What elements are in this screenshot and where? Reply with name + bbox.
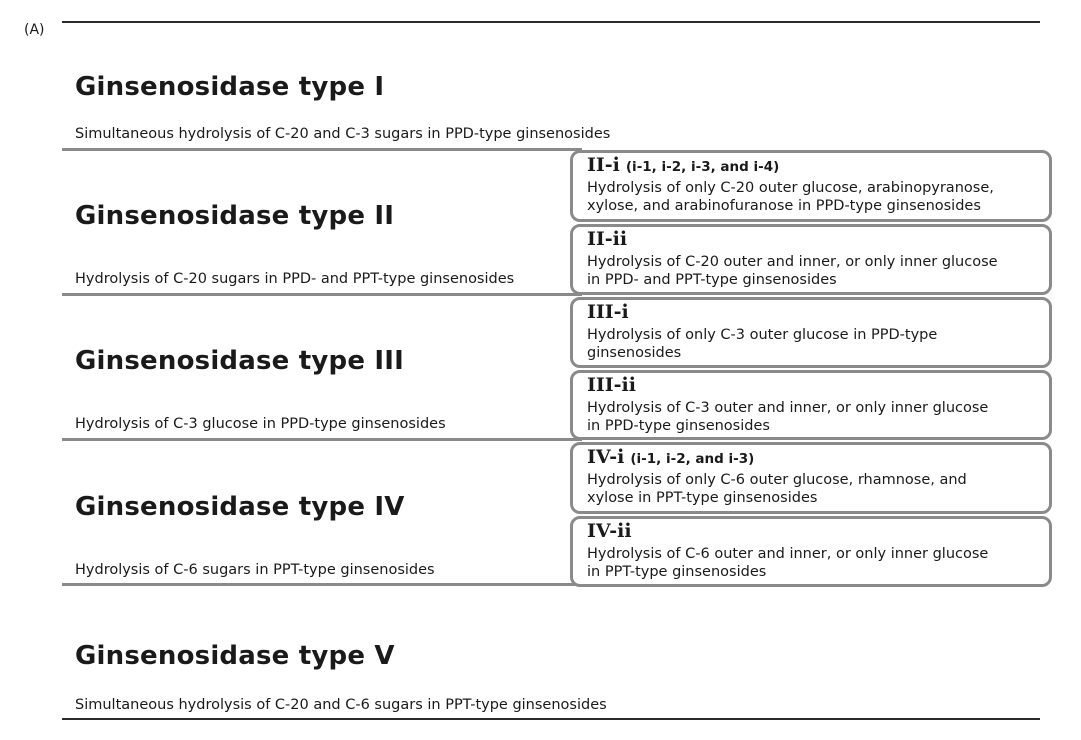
panel-label: (A) [24,22,45,38]
divider-type-ii [62,293,582,296]
subtype-code: II-i [587,154,620,176]
subtype-description: Hydrolysis of only C-20 outer glucose, a… [587,180,994,214]
subtype-box-ii-ii: II-ii Hydrolysis of C-20 outer and inner… [570,224,1052,295]
subtype-box-iii-ii: III-ii Hydrolysis of C-3 outer and inner… [570,370,1052,440]
divider-type-iii [62,438,582,441]
divider-type-iv [62,583,582,586]
type-iii-title: Ginsenosidase type III [75,346,405,376]
type-iii-description: Hydrolysis of C-3 glucose in PPD-type gi… [75,416,446,432]
subtype-description: Hydrolysis of C-20 outer and inner, or o… [587,254,998,288]
subtype-box-iv-ii: IV-ii Hydrolysis of C-6 outer and inner,… [570,516,1052,587]
subtype-description: Hydrolysis of only C-3 outer glucose in … [587,327,938,361]
type-i-description: Simultaneous hydrolysis of C-20 and C-3 … [75,126,611,142]
type-ii-title: Ginsenosidase type II [75,201,395,231]
type-ii-description: Hydrolysis of C-20 sugars in PPD- and PP… [75,271,515,287]
type-iv-description: Hydrolysis of C-6 sugars in PPT-type gin… [75,562,435,578]
type-iv-title: Ginsenosidase type IV [75,492,405,522]
subtype-description: Hydrolysis of only C-6 outer glucose, rh… [587,472,967,506]
subtype-box-iii-i: III-i Hydrolysis of only C-3 outer gluco… [570,297,1052,368]
subtype-code: IV-i [587,446,625,468]
subtype-note: (i-1, i-2, and i-3) [630,451,755,467]
subtype-description: Hydrolysis of C-3 outer and inner, or on… [587,400,989,434]
type-v-title: Ginsenosidase type V [75,641,395,671]
subtype-box-iv-i: IV-i (i-1, i-2, and i-3) Hydrolysis of on… [570,442,1052,514]
type-i-title: Ginsenosidase type I [75,72,385,102]
bottom-rule [62,718,1040,720]
type-v-description: Simultaneous hydrolysis of C-20 and C-6 … [75,697,607,713]
top-rule [62,21,1040,23]
subtype-code: II-ii [587,228,628,250]
divider-type-i [62,148,582,151]
subtype-box-ii-i: II-i (i-1, i-2, i-3, and i-4) Hydrolysis … [570,150,1052,222]
subtype-code: IV-ii [587,520,632,542]
subtype-note: (i-1, i-2, i-3, and i-4) [625,159,780,175]
subtype-code: III-ii [587,374,636,396]
subtype-description: Hydrolysis of C-6 outer and inner, or on… [587,546,989,580]
subtype-code: III-i [587,301,629,323]
